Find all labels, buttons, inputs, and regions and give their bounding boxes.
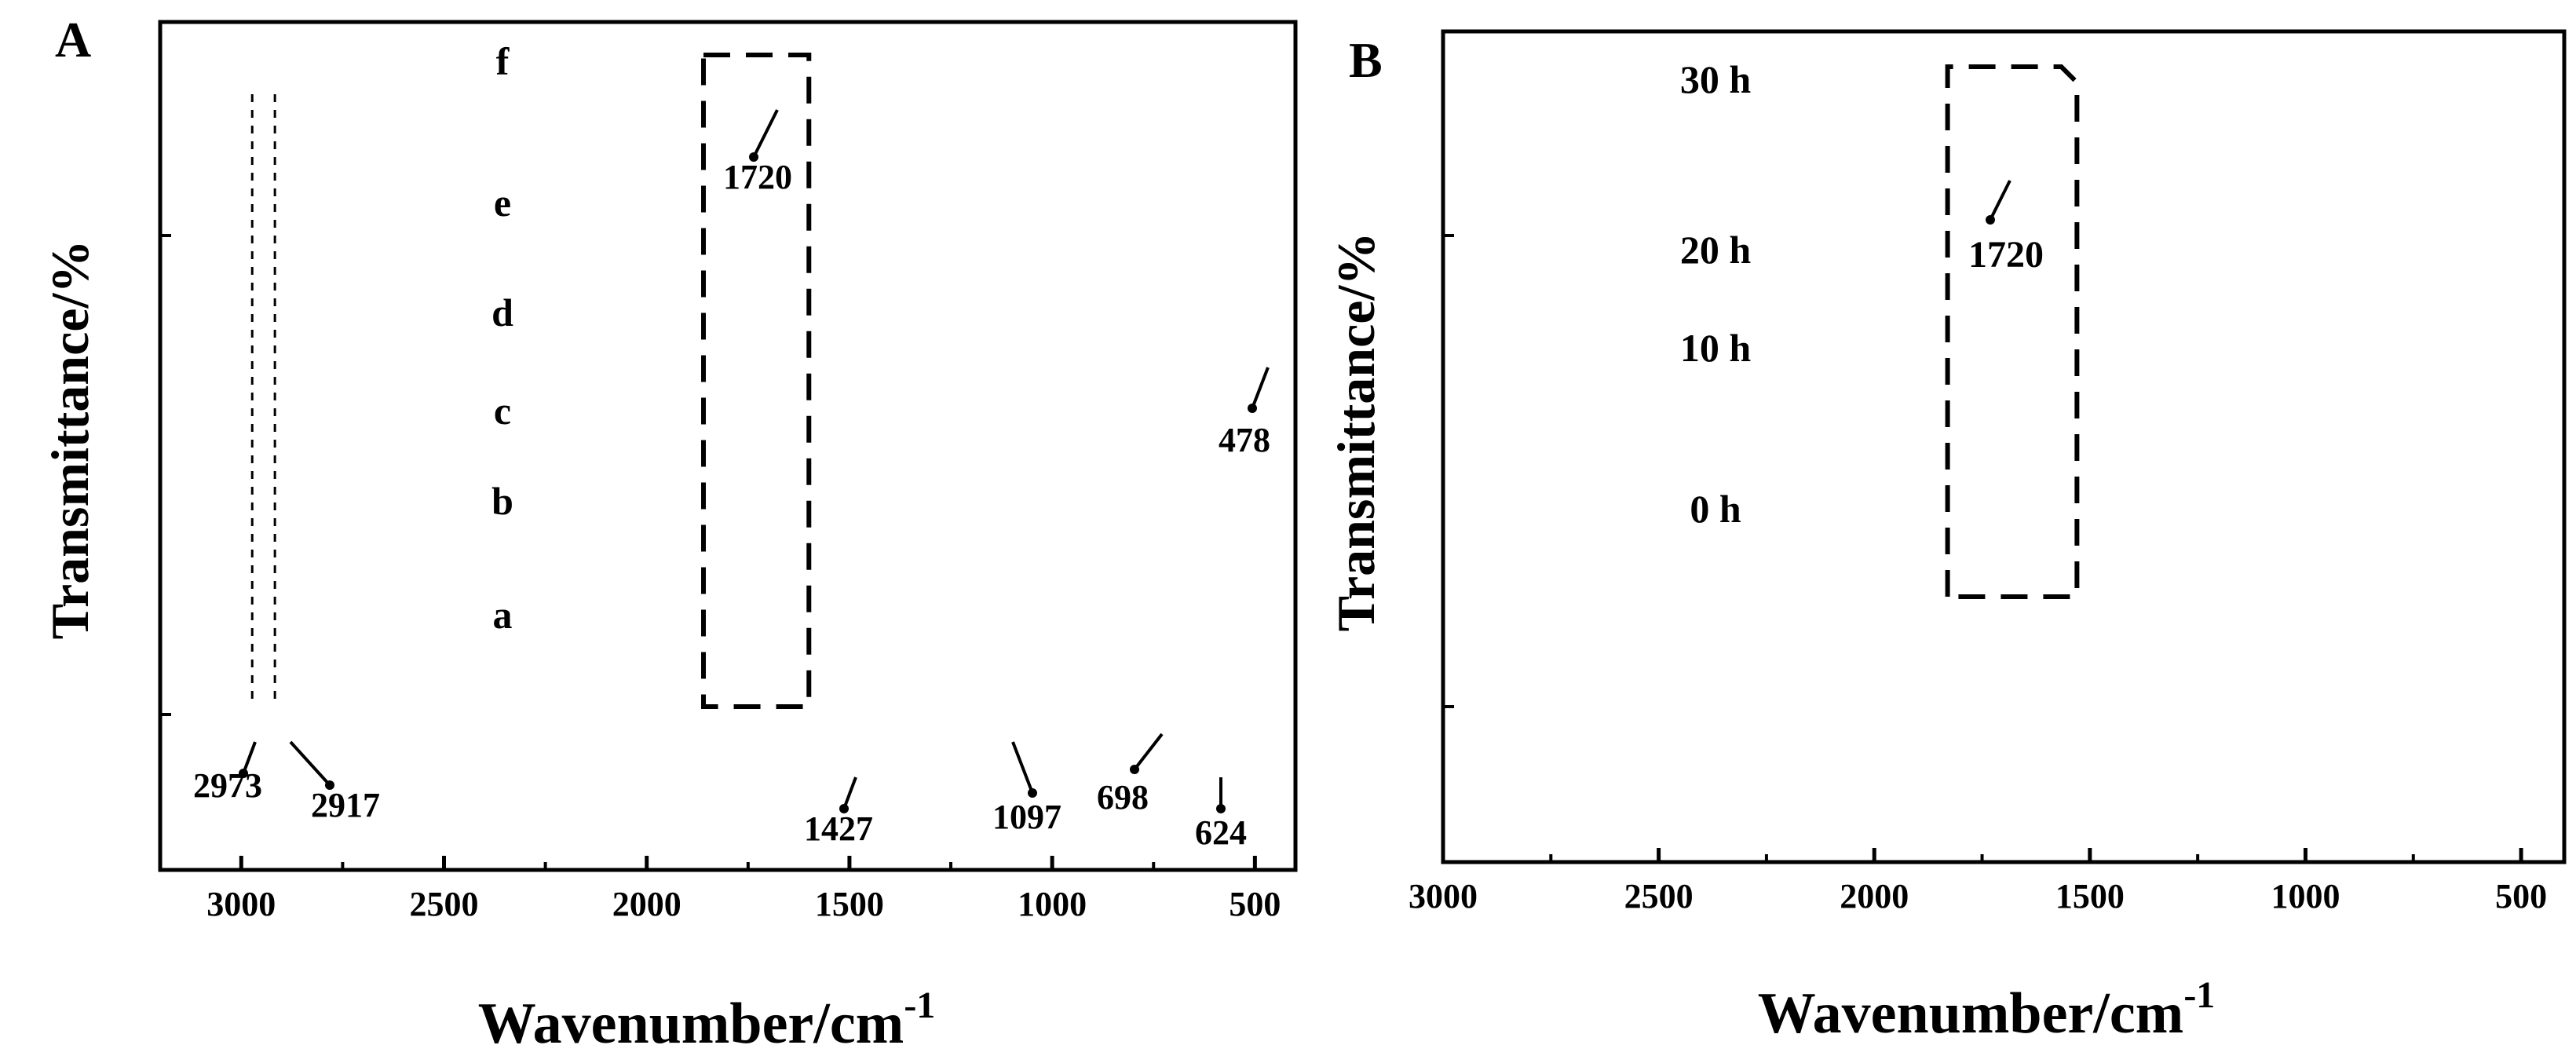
panel-a-annotation-arrowhead	[1028, 788, 1037, 798]
panel-b-x-axis-title-sup: -1	[2183, 974, 2215, 1016]
panel-b-x-axis-title: Wavenumber/cm-1	[1758, 974, 2216, 1046]
panel-b-x-tick-label: 500	[2495, 877, 2547, 915]
panel-a-annotation-1720: 1720	[723, 158, 792, 196]
panel-a-series-label-b: b	[491, 479, 513, 523]
panel-a-annotation-arrow	[242, 741, 257, 774]
panel-b-curve-labels: 0 h 10 h 20 h 30 h	[1680, 57, 1752, 531]
panel-a-x-tick-label: 1000	[1018, 885, 1087, 923]
panel-a-annotation-arrow	[1011, 741, 1034, 794]
panel-a-annotation-698: 698	[1097, 778, 1149, 817]
panel-b-x-ticks: 3000 2500 2000 1500 1000 500	[1409, 848, 2547, 915]
panel-a-annotation-478: 478	[1219, 421, 1270, 459]
panel-b-letter: B	[1349, 32, 1383, 88]
panel-a-letter: A	[55, 12, 91, 68]
panel-a-annotation-arrow	[842, 776, 857, 809]
panel-a-annotation-arrowhead	[1248, 404, 1257, 413]
panel-b-y-ticks	[1443, 234, 1454, 708]
panel-a-annotation-arrowhead	[839, 804, 849, 813]
panel-a-series-label-a: a	[493, 593, 513, 637]
panel-b-x-tick-label: 3000	[1409, 877, 1478, 915]
panel-b-highlight-box	[1945, 64, 2080, 599]
panel-b-x-tick-label: 2500	[1624, 877, 1694, 915]
panel-a-annotation-arrowhead	[1216, 804, 1226, 813]
panel-a-series-label-e: e	[494, 181, 511, 225]
panel-a-annotation-arrowhead	[325, 780, 334, 790]
panel-a-annotation-1427: 1427	[804, 809, 873, 848]
panel-a-series-label-d: d	[491, 290, 513, 334]
panel-a-annotations: 2973 2917 1427 1097 698 624 478 1720	[193, 109, 1270, 852]
panel-b: B 3000 2500 2000 1500 1000 500 0 h 10 h 20 h 30 …	[1326, 29, 2567, 1046]
panel-b-annotation-arrow	[1989, 180, 2011, 221]
panel-a-y-axis-title: Transmittance/%	[40, 240, 100, 640]
panel-a-annotation-arrow	[289, 740, 331, 787]
panel-a-annotation-2973: 2973	[193, 766, 262, 805]
panel-a-annotation-arrow	[1251, 367, 1270, 409]
panel-b-series-label-10h: 10 h	[1680, 326, 1752, 370]
panel-a-guide-lines	[250, 94, 276, 707]
panel-b-series-label-30h: 30 h	[1680, 57, 1752, 101]
panel-a-x-axis-title-sup: -1	[904, 985, 935, 1026]
panel-a-x-tick-label: 2000	[612, 885, 681, 923]
panel-a-highlight-box	[701, 53, 812, 709]
panel-a-x-axis-title: Wavenumber/cm-1	[478, 985, 936, 1056]
panel-b-annotation-arrowhead	[1986, 215, 1995, 225]
panel-a-annotation-1097: 1097	[992, 798, 1061, 836]
panel-a-curve-labels: a b c d e f	[491, 39, 513, 637]
panel-a-annotation-arrowhead	[239, 769, 248, 778]
panel-b-y-axis-title: Transmittance/%	[1326, 232, 1386, 632]
panel-b-series-label-20h: 20 h	[1680, 228, 1752, 272]
panel-b-x-tick-label: 2000	[1840, 877, 1909, 915]
panel-a-series-label-f: f	[496, 39, 510, 83]
panel-a-frame	[158, 20, 1298, 872]
panel-a-series-label-c: c	[494, 389, 511, 433]
panel-b-x-tick-label: 1000	[2271, 877, 2340, 915]
panel-a-x-tick-label: 500	[1229, 885, 1281, 923]
panel-b-x-tick-label: 1500	[2055, 877, 2125, 915]
panel-a: A 3000 2500 2000 1500 1000 500 a b c d e f 2973 291…	[40, 12, 1298, 1056]
panel-a-y-ticks	[160, 234, 171, 716]
panel-a-x-axis-title-main: Wavenumber/cm	[478, 992, 904, 1056]
panel-b-x-axis-title-main: Wavenumber/cm	[1758, 981, 2184, 1046]
panel-a-x-tick-label: 1500	[815, 885, 884, 923]
panel-a-annotation-624: 624	[1195, 813, 1247, 852]
panel-b-series-label-0h: 0 h	[1690, 487, 1741, 531]
panel-a-annotation-arrowhead	[749, 152, 758, 162]
panel-a-annotation-2917: 2917	[311, 786, 380, 824]
panel-a-annotation-arrowhead	[1130, 765, 1139, 774]
panel-a-x-tick-label: 3000	[206, 885, 276, 923]
panel-a-annotation-arrow	[752, 109, 779, 158]
panel-a-annotation-arrow	[1133, 733, 1164, 771]
panel-b-annotations: 1720	[1968, 180, 2044, 276]
panel-b-annotation-1720: 1720	[1968, 234, 2044, 276]
panel-a-x-tick-label: 2500	[410, 885, 479, 923]
panel-a-x-ticks: 3000 2500 2000 1500 1000 500	[206, 856, 1281, 923]
panel-b-frame	[1441, 29, 2567, 864]
